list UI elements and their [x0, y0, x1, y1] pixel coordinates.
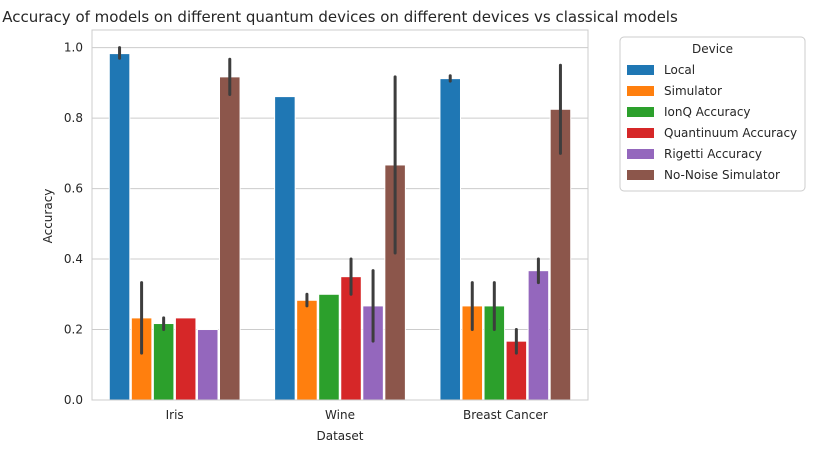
bar [174, 317, 197, 401]
y-axis-label: Accuracy [41, 189, 55, 244]
chart-title: Accuracy of models on different quantum … [2, 8, 678, 26]
y-tick-label: 0.0 [64, 393, 83, 407]
bar [318, 293, 340, 401]
error-bars [118, 46, 562, 355]
plot-frame [91, 29, 589, 401]
legend-label: Simulator [664, 84, 722, 98]
legend-swatch [627, 149, 654, 159]
y-tick-labels: 0.0 0.2 0.4 0.6 0.8 1.0 [64, 41, 83, 407]
bar [152, 323, 175, 401]
legend-label: No-Noise Simulator [664, 168, 780, 182]
bar [296, 299, 318, 401]
legend-label: Quantinuum Accuracy [664, 126, 797, 140]
y-tick-label: 0.8 [64, 111, 83, 125]
x-axis-label: Dataset [317, 429, 364, 443]
legend-frame [619, 36, 806, 192]
bar [439, 78, 461, 401]
legend-swatch [627, 86, 654, 96]
y-tick-label: 0.4 [64, 252, 83, 266]
y-tick-label: 0.2 [64, 323, 83, 337]
legend-swatch [627, 128, 654, 138]
legend-swatch [627, 65, 654, 75]
y-tick-label: 1.0 [64, 41, 83, 55]
legend-label: IonQ Accuracy [664, 105, 751, 119]
bars [108, 53, 572, 401]
legend-title: Device [692, 42, 733, 56]
x-tick-labels: Iris Wine Breast Cancer [166, 408, 548, 422]
legend: Device Local Simulator IonQ Accuracy Quantin… [619, 36, 806, 192]
bar [219, 76, 241, 401]
bar [527, 270, 550, 401]
x-tick-label: Iris [166, 408, 184, 422]
x-tick-label: Breast Cancer [463, 408, 548, 422]
bar [196, 329, 219, 401]
legend-swatch [627, 107, 654, 117]
legend-label: Local [664, 63, 695, 77]
x-tick-label: Wine [325, 408, 355, 422]
legend-swatch [627, 170, 654, 180]
bar [274, 96, 296, 401]
bar [108, 53, 131, 401]
y-tick-label: 0.6 [64, 182, 83, 196]
legend-label: Rigetti Accuracy [664, 147, 762, 161]
